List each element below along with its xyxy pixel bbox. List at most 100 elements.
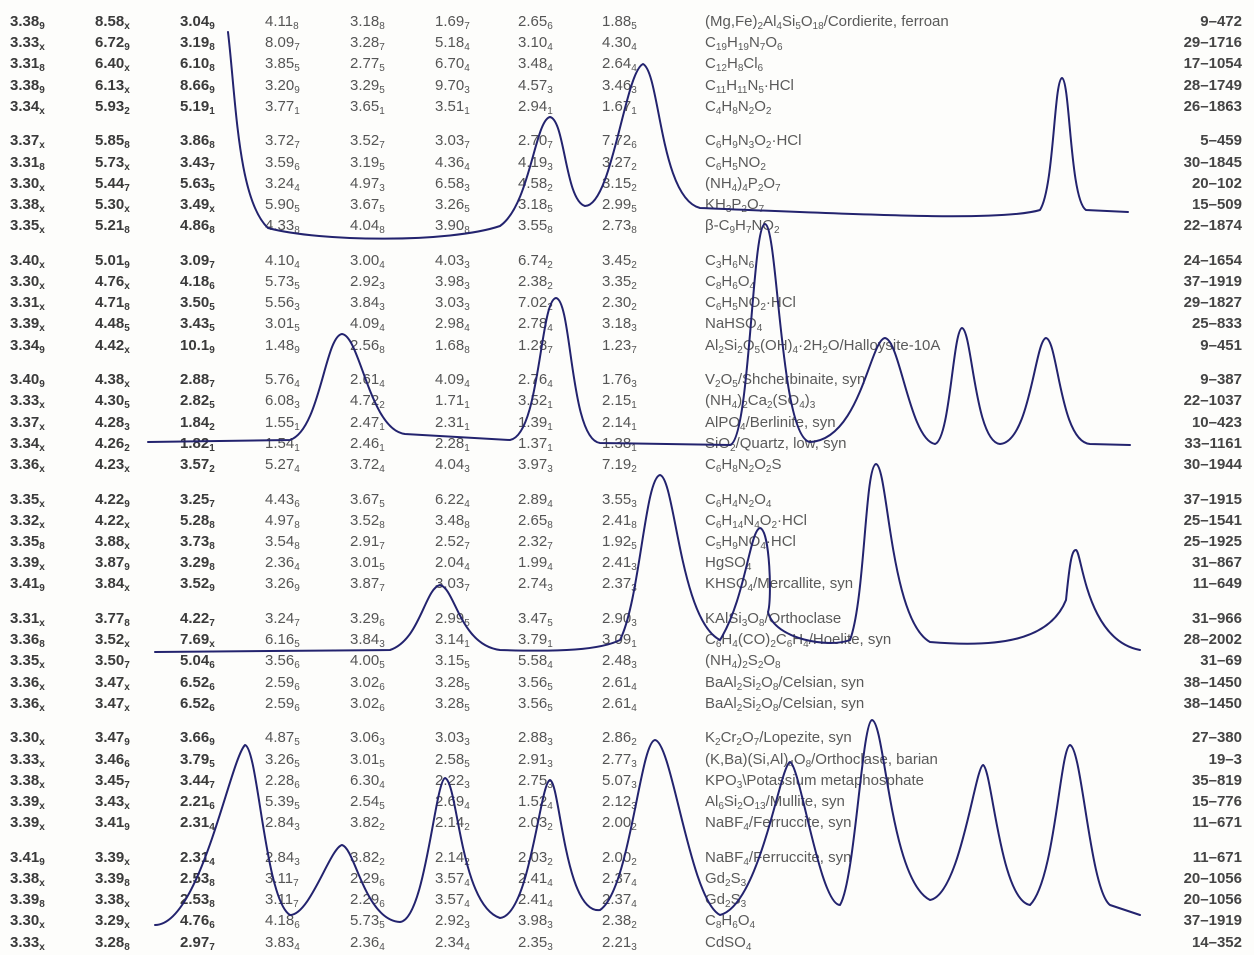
- d-spacing: 4.36: [435, 154, 464, 171]
- d-spacing-entry: 5.635: [180, 174, 215, 194]
- d-spacing: 3.90: [435, 217, 464, 234]
- d-spacing-entry: 8.097: [265, 33, 300, 53]
- d-spacing-entry: 3.675: [350, 490, 385, 510]
- intensity: 1: [631, 639, 637, 650]
- intensity: 2: [464, 857, 470, 868]
- intensity: 3: [631, 583, 637, 594]
- d-spacing-entry: 3.574: [435, 890, 470, 910]
- intensity: 5: [631, 21, 637, 32]
- d-spacing-entry: 3.39x: [10, 553, 45, 573]
- intensity: 3: [547, 942, 553, 953]
- intensity: 3: [547, 583, 553, 594]
- intensity: 2: [631, 162, 637, 173]
- d-spacing: 1.76: [602, 371, 631, 388]
- card-number: 27–380: [1192, 728, 1242, 748]
- d-spacing-entry: 4.485: [95, 314, 130, 334]
- d-spacing: 1.38: [602, 435, 631, 452]
- intensity: 8: [464, 225, 470, 236]
- intensity: x: [124, 379, 130, 390]
- intensity: 4: [464, 899, 470, 910]
- formula: C11H11N5·HCl: [705, 76, 794, 96]
- d-spacing-entry: 8.669: [180, 76, 215, 96]
- d-spacing-entry: 4.22x: [95, 511, 130, 531]
- d-spacing: 3.48: [435, 512, 464, 529]
- d-spacing-entry: 6.526: [180, 694, 215, 714]
- d-spacing-entry: 4.262: [95, 434, 130, 454]
- intensity: 8: [464, 520, 470, 531]
- d-spacing-entry: 3.295: [350, 76, 385, 96]
- card-number: 31–867: [1192, 553, 1242, 573]
- d-spacing-entry: 5.184: [435, 33, 470, 53]
- intensity: 3: [464, 183, 470, 194]
- intensity: 1: [464, 106, 470, 117]
- intensity: 8: [294, 225, 300, 236]
- intensity: x: [124, 345, 130, 356]
- intensity: x: [39, 464, 45, 475]
- intensity: 5: [379, 499, 385, 510]
- d-spacing: 3.97: [518, 456, 547, 473]
- intensity: 2: [547, 183, 553, 194]
- intensity: 1: [294, 422, 300, 433]
- intensity: 4: [631, 878, 637, 889]
- d-spacing: 6.16: [265, 631, 294, 648]
- d-spacing-entry: 4.875: [265, 728, 300, 748]
- intensity: 4: [294, 562, 300, 573]
- intensity: 6: [209, 920, 215, 931]
- d-spacing-entry: 3.511: [435, 97, 470, 117]
- intensity: 2: [631, 822, 637, 833]
- d-spacing: 5.56: [265, 294, 294, 311]
- intensity: 5: [464, 204, 470, 215]
- d-spacing-entry: 4.227: [180, 609, 215, 629]
- d-spacing-entry: 2.032: [518, 848, 553, 868]
- d-spacing: 3.65: [350, 98, 379, 115]
- d-spacing-entry: 3.31x: [10, 609, 45, 629]
- intensity: 5: [379, 204, 385, 215]
- d-spacing-entry: 3.037: [435, 131, 470, 151]
- d-spacing-entry: 2.694: [435, 792, 470, 812]
- card-number: 30–1944: [1184, 455, 1242, 475]
- d-spacing-entry: 3.553: [602, 490, 637, 510]
- intensity: 3: [294, 302, 300, 313]
- d-spacing-entry: 5.218: [95, 216, 130, 236]
- d-spacing-entry: 2.314: [180, 848, 215, 868]
- d-spacing: 2.61: [350, 371, 379, 388]
- intensity: 5: [209, 183, 215, 194]
- d-spacing: 2.29: [350, 891, 379, 908]
- intensity: 6: [209, 281, 215, 292]
- d-spacing-entry: 3.669: [180, 728, 215, 748]
- intensity: 6: [294, 682, 300, 693]
- intensity: 3: [547, 780, 553, 791]
- intensity: 4: [379, 260, 385, 271]
- d-spacing-entry: 2.784: [518, 314, 553, 334]
- intensity: 8: [631, 520, 637, 531]
- d-spacing: 3.39: [10, 793, 39, 810]
- intensity: x: [39, 260, 45, 271]
- card-number: 29–1827: [1184, 293, 1242, 313]
- intensity: 8: [379, 21, 385, 32]
- d-spacing-entry: 3.879: [95, 553, 130, 573]
- intensity: x: [124, 703, 130, 714]
- intensity: 4: [209, 822, 215, 833]
- d-spacing: 6.52: [180, 695, 209, 712]
- d-spacing: 3.52: [180, 575, 209, 592]
- intensity: 3: [547, 737, 553, 748]
- intensity: x: [124, 899, 130, 910]
- d-spacing: 1.71: [435, 392, 464, 409]
- d-spacing-entry: 3.244: [265, 174, 300, 194]
- d-spacing-entry: 3.727: [265, 131, 300, 151]
- d-spacing: 5.76: [265, 371, 294, 388]
- intensity: 4: [631, 703, 637, 714]
- formula: NaHSO4: [705, 314, 762, 334]
- intensity: 2: [209, 422, 215, 433]
- intensity: 4: [464, 801, 470, 812]
- intensity: 2: [631, 260, 637, 271]
- d-spacing: 3.39: [95, 870, 124, 887]
- d-spacing-entry: 2.644: [602, 54, 637, 74]
- intensity: 4: [464, 942, 470, 953]
- d-spacing: 5.73: [350, 912, 379, 929]
- d-spacing-entry: 4.283: [95, 413, 130, 433]
